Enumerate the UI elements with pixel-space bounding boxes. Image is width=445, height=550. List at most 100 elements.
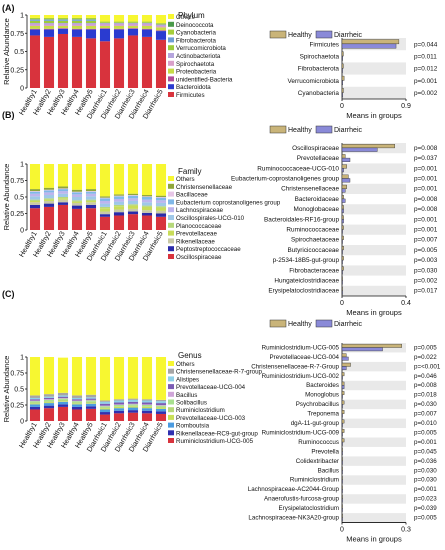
- bar-segment-actinobacteriota: [113, 23, 125, 25]
- legend-label: Rikenellaceae: [176, 238, 215, 245]
- bar-diarrheic: [341, 441, 343, 446]
- legend-swatch-ruminiclostridium: [168, 407, 174, 413]
- bar-segment-verrucomicrobiota: [29, 20, 41, 24]
- bar-segment-solibacillus: [113, 405, 125, 407]
- row-band: [342, 245, 406, 256]
- category-label: Psychrobacillus: [296, 401, 339, 408]
- bar-segment-actinobacteriota: [155, 24, 167, 26]
- legend-label: Verrucomicrobiota: [176, 45, 226, 52]
- bar-segment-oscillospiraceae: [127, 214, 139, 230]
- bar-segment-prevotellaceae: [57, 198, 69, 200]
- bar-diarrheic: [341, 270, 343, 275]
- bar-healthy: [341, 362, 351, 367]
- bar-segment-rikenellaceae: [113, 209, 125, 213]
- row-band: [342, 456, 406, 466]
- bar-segment-christensenellaceae: [113, 194, 125, 196]
- bar-segment-cyanobacteria: [155, 23, 167, 24]
- y-tick-label: 0: [20, 86, 24, 93]
- bar-segment-alistipes: [85, 397, 97, 399]
- legend-swatch-rikenellaceae: [168, 238, 174, 244]
- legend-swatch-lachnospiraceae: [168, 207, 174, 213]
- bar-segment-planococcaceae: [71, 200, 83, 202]
- bar-diarrheic: [341, 55, 343, 61]
- bar-segment-others: [113, 164, 125, 195]
- bar-segment-ruminiclostridium-ucg-005: [71, 409, 83, 421]
- category-label: Bacteroidales-RF16-group: [264, 216, 339, 223]
- bar-healthy: [341, 381, 345, 386]
- bar-segment-prevotellaceae-ucg-004: [155, 403, 167, 405]
- bar-segment-bacillaceae: [85, 191, 97, 192]
- bar-segment-christensenellaceae: [57, 186, 69, 189]
- legend-label: Healthy: [288, 321, 312, 328]
- bar-segment-solibacillus: [43, 399, 55, 402]
- bar-segment-proteobacteria: [29, 25, 41, 29]
- bar-segment-firmicutes: [29, 35, 41, 88]
- bar-segment-proteobacteria: [155, 27, 167, 31]
- y-axis-label: Relative Abundance: [2, 356, 11, 423]
- bar-segment-rikenellaceae-rc9-gut-group: [43, 405, 55, 409]
- bar-diarrheic: [341, 249, 343, 254]
- panel-label: (C): [2, 289, 15, 299]
- bar-segment-others: [113, 15, 125, 22]
- legend-swatch-diarrheic: [315, 125, 333, 134]
- bar-healthy: [341, 63, 344, 69]
- legend-swatch-cyanobacteria: [168, 29, 174, 35]
- bar-segment-planococcaceae: [113, 204, 125, 207]
- bar-segment-romboutsia: [43, 403, 55, 406]
- category-label: Lachnospiraceae-NK3A20-group: [248, 515, 339, 522]
- bar-segment-solibacillus: [29, 401, 41, 403]
- bar-segment-others: [43, 15, 55, 18]
- bar-segment-prevotellaceae-ucg-004: [43, 397, 55, 400]
- legend-swatch-healthy: [269, 30, 287, 39]
- bar-segment-romboutsia: [127, 407, 139, 411]
- y-tick-label: 0.75: [10, 371, 24, 378]
- bar-segment-actinobacteriota: [85, 23, 97, 25]
- bar-segment-oscillospirales-ucg-010: [141, 202, 153, 206]
- bar-healthy: [341, 256, 344, 261]
- bar-diarrheic: [341, 80, 343, 86]
- bar-segment-solibacillus: [99, 406, 111, 408]
- bar-segment-planococcaceae: [43, 198, 55, 200]
- bar-diarrheic: [341, 208, 344, 213]
- legend-label: Diarrheic: [334, 127, 363, 134]
- row-band: [342, 361, 406, 372]
- bar-segment-bacteroidota: [43, 29, 55, 37]
- bar-segment-alistipes: [155, 401, 167, 404]
- p-value: p=0.018: [414, 392, 437, 399]
- category-label: Bacteroidaceae: [295, 196, 340, 203]
- legend-swatch-others: [168, 176, 174, 181]
- p-value: p=0.030: [414, 267, 438, 274]
- p-value: p=0.008: [414, 206, 438, 213]
- bar-diarrheic: [341, 498, 343, 503]
- y-tick-label: 0: [20, 228, 24, 235]
- category-label: dgA-11-gut-group: [291, 420, 340, 427]
- category-label: Monoglobaceae: [294, 206, 340, 213]
- p-value: p=0.036: [414, 458, 437, 465]
- bar-segment-cyanobacteria: [99, 21, 111, 23]
- p-value: p=0.012: [414, 66, 438, 73]
- bar-segment-rikenellaceae-rc9-gut-group: [99, 412, 111, 415]
- legend-label: Prevotellaceae: [176, 231, 217, 238]
- bar-segment-proteobacteria: [71, 25, 83, 29]
- bar-segment-unidentified-bacteria: [99, 28, 111, 29]
- row-band: [342, 475, 406, 485]
- bar-segment-planococcaceae: [127, 204, 139, 206]
- bar-segment-prevotellaceae-ucg-003: [127, 406, 139, 408]
- bar-segment-spirochaetota: [141, 24, 153, 26]
- bar-segment-lachnospiraceae: [99, 200, 111, 204]
- bar-segment-verrucomicrobiota: [127, 22, 139, 24]
- category-label: Spirochaetota: [300, 53, 340, 60]
- bar-segment-ruminiclostridium-ucg-005: [99, 414, 111, 421]
- bar-segment-actinobacteriota: [57, 23, 69, 25]
- bar-segment-prevotellaceae-ucg-004: [85, 398, 97, 400]
- legend-label: Deinococcota: [176, 22, 214, 29]
- legend-label: Bacillaceae: [176, 192, 208, 199]
- bar-healthy: [341, 353, 347, 358]
- bar-segment-bacillaceae: [71, 191, 83, 193]
- bar-segment-prevotellaceae-ucg-003: [113, 406, 125, 409]
- bar-segment-lachnospiraceae: [43, 192, 55, 196]
- bar-segment-bacillaceae: [29, 191, 41, 192]
- bar-segment-ruminiclostridium: [57, 399, 69, 402]
- legend-swatch-prevotellaceae-ucg-004: [168, 384, 174, 390]
